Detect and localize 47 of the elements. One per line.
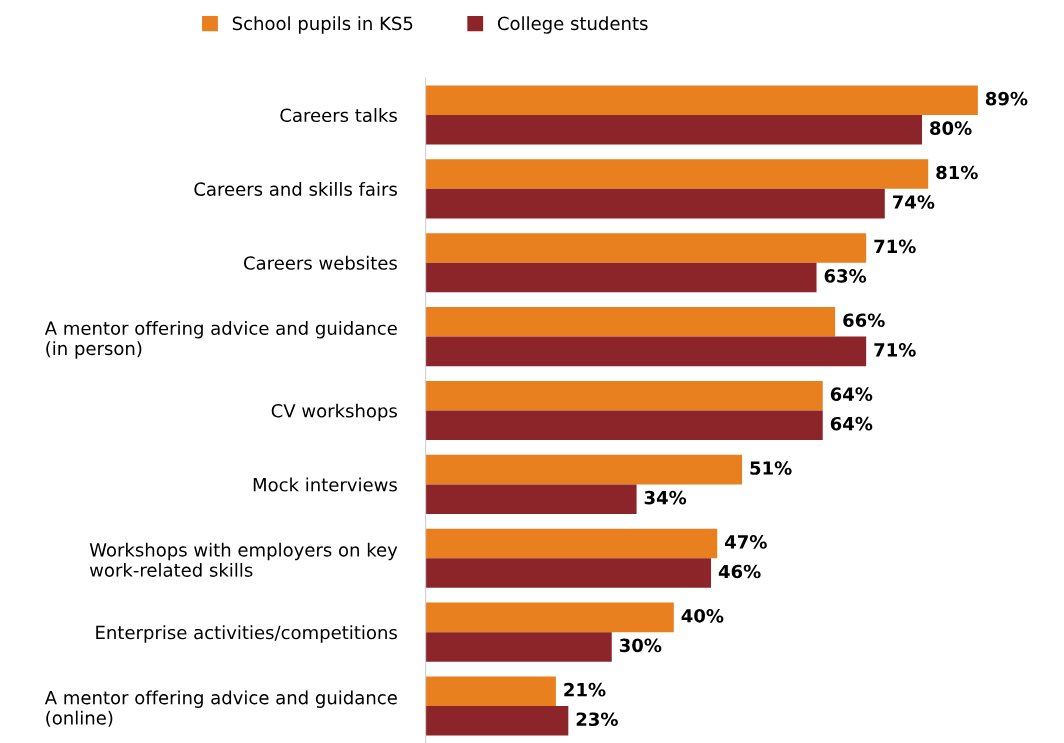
bar (425, 484, 637, 514)
bar (425, 233, 867, 263)
y-tick-label: Careers websites (244, 255, 397, 270)
data-label: 71% (874, 239, 916, 254)
bar (425, 706, 569, 736)
bar (425, 262, 817, 293)
legend-label: College students (497, 16, 648, 34)
data-label: 63% (824, 269, 867, 283)
bar (425, 159, 929, 189)
data-label: 46% (718, 564, 761, 579)
data-label: 66% (843, 313, 885, 328)
y-tick-label: Careers talks (280, 108, 397, 123)
bar (425, 602, 674, 633)
data-label: 74% (892, 195, 935, 209)
y-tick-label: A mentor offering advice and guidance (in person) (44, 321, 397, 359)
data-label: 81% (936, 165, 978, 180)
bar (425, 676, 556, 707)
bar (425, 528, 718, 559)
data-label: 71% (874, 342, 916, 357)
bar (425, 454, 743, 485)
data-label: 51% (750, 461, 792, 475)
y-tick-label: Mock interviews (253, 477, 397, 492)
data-label: 30% (619, 638, 662, 653)
data-label: 47% (725, 535, 767, 549)
bar (425, 188, 885, 219)
y-tick-label: Workshops with employers on key work-related skills (89, 542, 398, 577)
bar (425, 380, 823, 411)
y-tick-label: A mentor offering advice and guidance (online) (44, 690, 397, 727)
data-label: 40% (681, 608, 724, 623)
data-label: 89% (985, 91, 1028, 106)
bar (425, 632, 612, 662)
data-label: 23% (576, 712, 618, 727)
data-label: 64% (830, 416, 873, 431)
data-label: 34% (644, 490, 687, 505)
y-tick-label: Enterprise activities/competitions (96, 625, 397, 643)
bar (425, 410, 823, 441)
bar (425, 114, 923, 145)
data-label: 80% (930, 121, 972, 135)
bar (425, 558, 712, 588)
y-tick-label: CV workshops (271, 403, 397, 422)
bar (425, 336, 867, 367)
bar (425, 307, 836, 337)
data-label: 64% (830, 387, 873, 401)
data-label: 21% (564, 682, 606, 697)
bar (425, 85, 978, 115)
y-tick-label: Careers and skills fairs (194, 181, 397, 196)
legend-label: School pupils in KS5 (232, 16, 413, 34)
